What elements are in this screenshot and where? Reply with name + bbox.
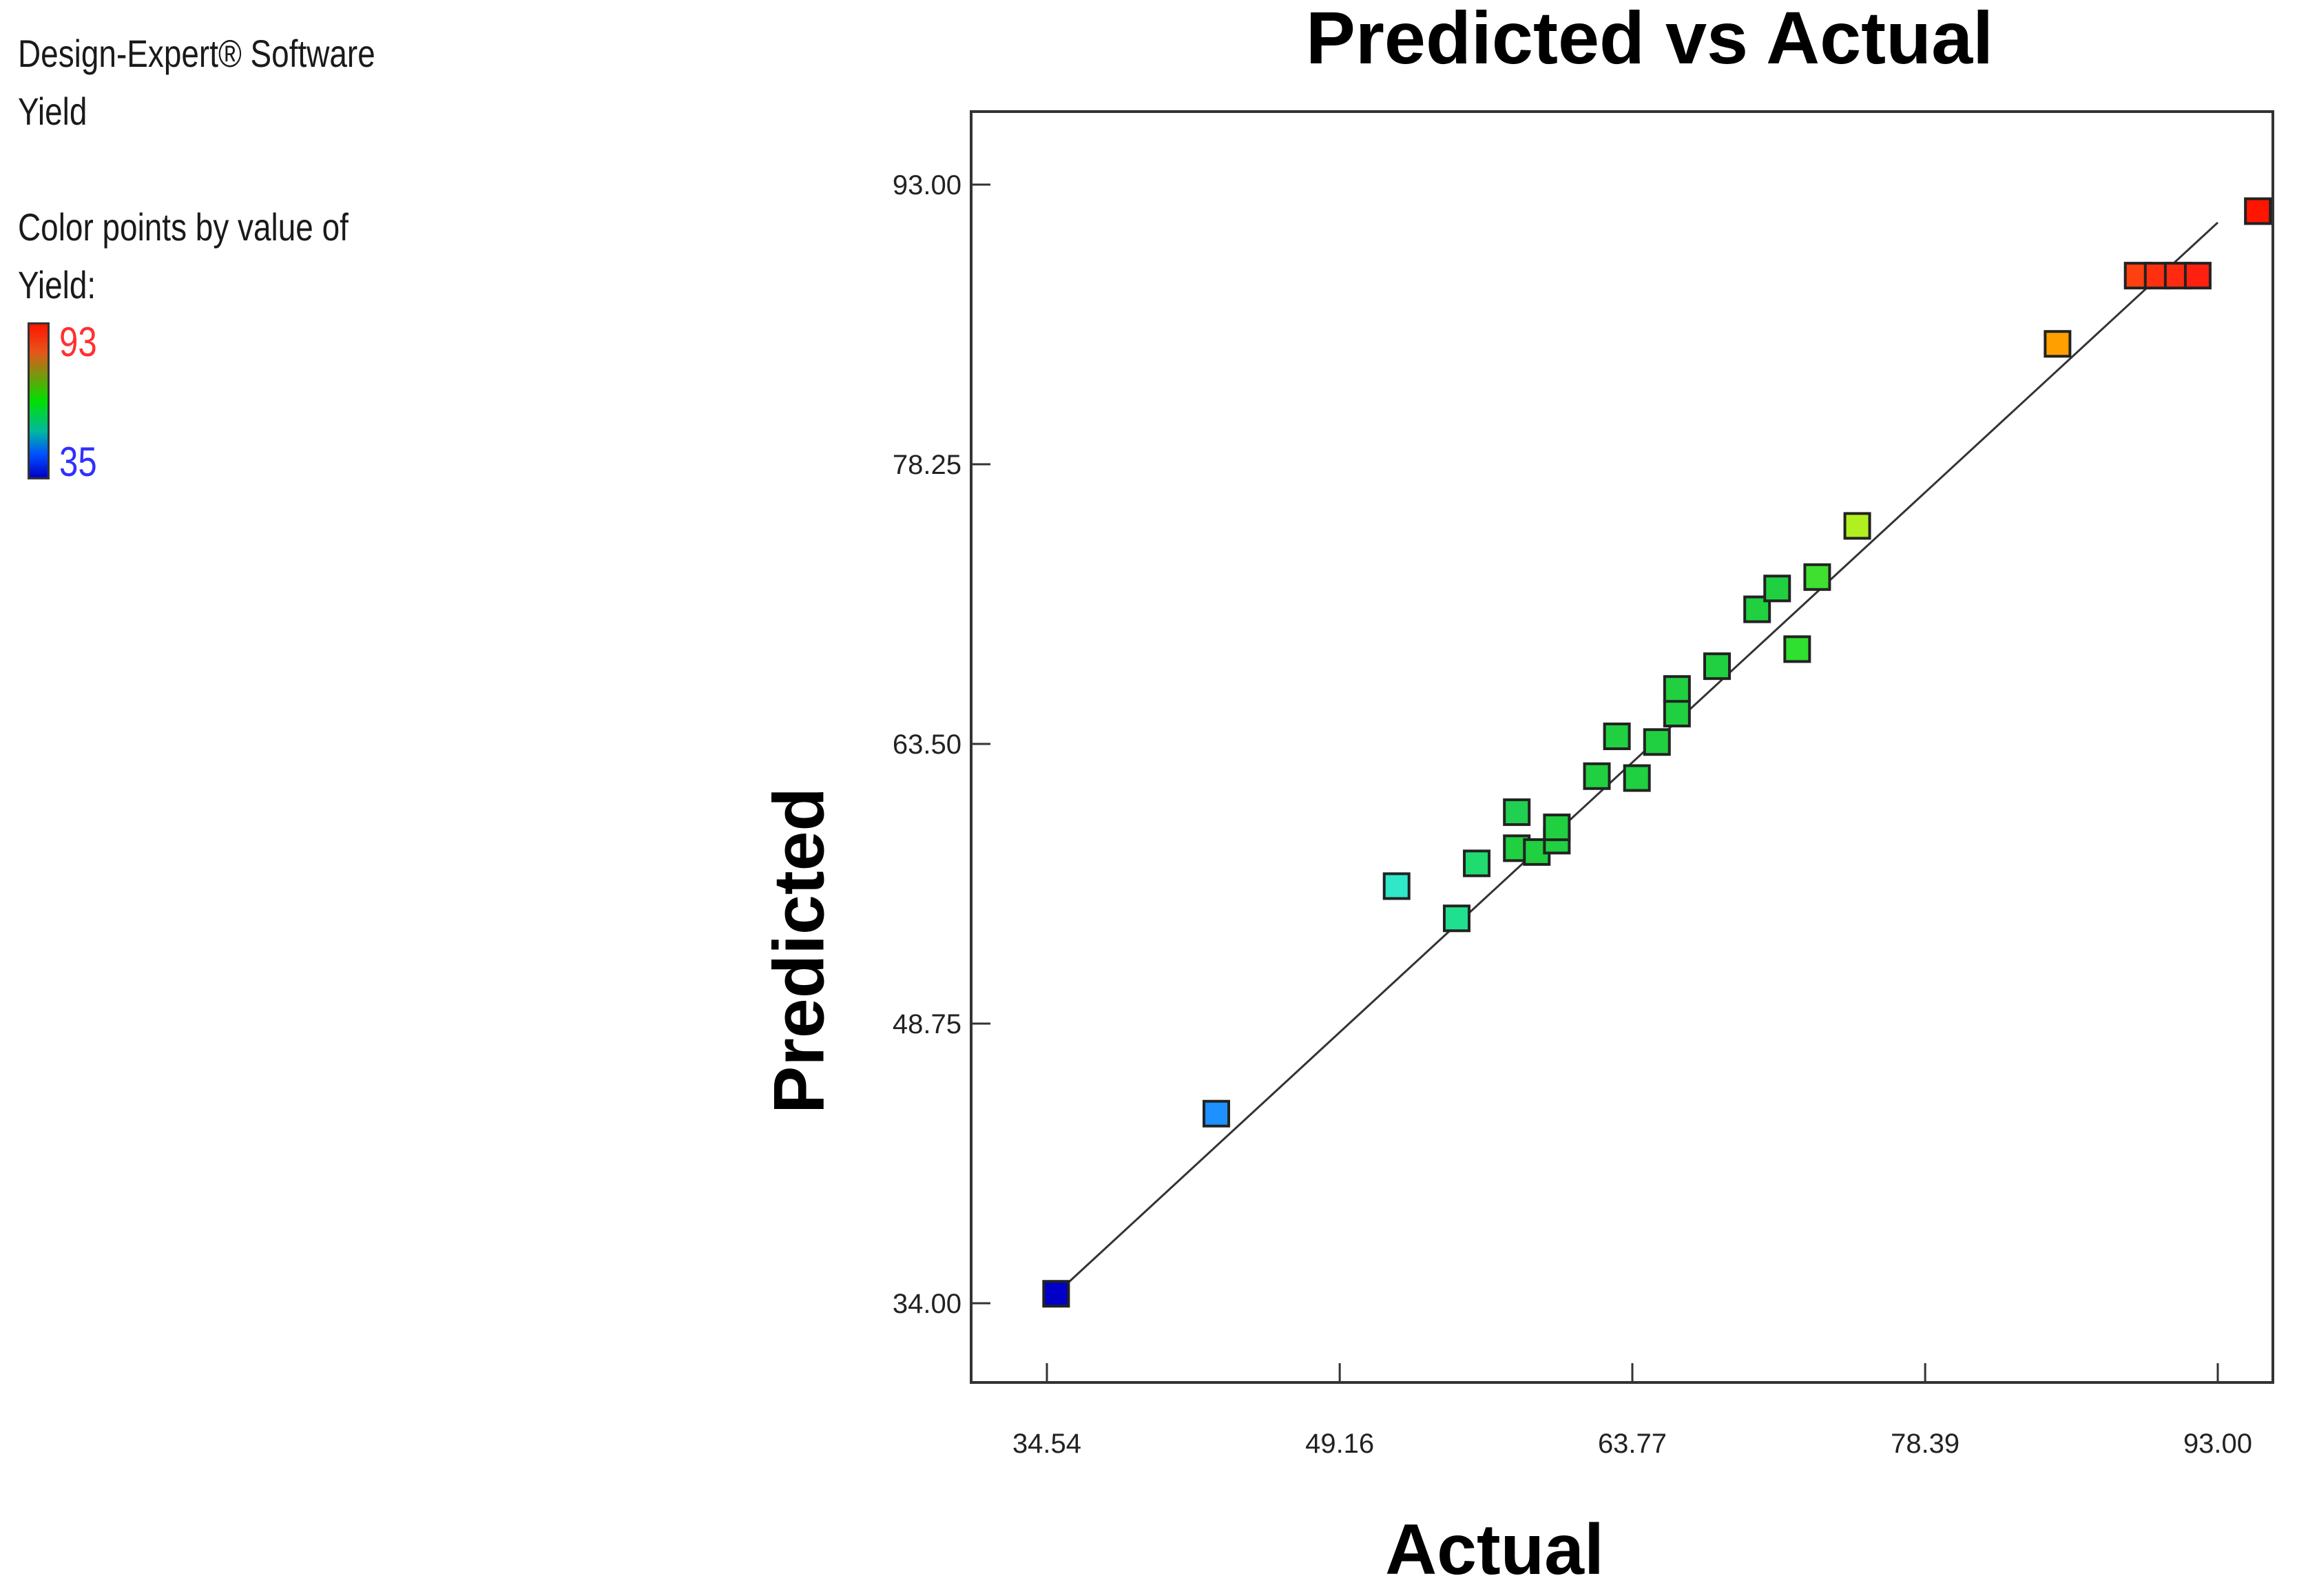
data-point (1843, 512, 1871, 540)
data-point (1463, 849, 1491, 878)
y-tick-label: 34.00 (893, 1289, 961, 1319)
chart-title: Predicted vs Actual (1306, 0, 1993, 79)
data-point (2183, 262, 2212, 290)
color-by-variable: Yield: (18, 263, 96, 307)
data-point (1763, 574, 1791, 603)
colorbar-min-label: 35 (59, 439, 97, 485)
y-tick-label: 63.50 (893, 729, 961, 760)
x-tick-label: 63.77 (1598, 1429, 1667, 1459)
x-tick-label: 93.00 (2183, 1429, 2252, 1459)
response-label: Yield (18, 90, 87, 133)
data-point (1623, 764, 1651, 792)
colorbar-max-label: 93 (59, 319, 97, 365)
data-point (1203, 1099, 1231, 1128)
plot-frame (970, 110, 2274, 1384)
data-point (1643, 728, 1671, 756)
data-point (1603, 722, 1631, 750)
data-point (1503, 798, 1531, 827)
x-tick-label: 78.39 (1891, 1429, 1959, 1459)
data-point (1543, 813, 1571, 842)
data-point (1583, 762, 1611, 790)
colorbar (28, 322, 50, 479)
software-label: Design-Expert® Software (18, 32, 375, 75)
reference-line (1055, 221, 2219, 1295)
data-point (1382, 872, 1411, 900)
data-point (1663, 675, 1691, 703)
data-points (1042, 197, 2272, 1308)
data-point (1042, 1280, 1070, 1308)
y-tick-label: 78.25 (893, 450, 961, 480)
legend-info: Design-Expert® Software Yield Color poin… (18, 25, 375, 314)
data-point (2044, 330, 2072, 358)
x-tick-label: 49.16 (1305, 1429, 1374, 1459)
data-point (1703, 652, 1732, 681)
data-point (1743, 595, 1771, 623)
color-by-label: Color points by value of (18, 205, 349, 249)
data-point (2244, 197, 2272, 225)
data-point (1442, 904, 1470, 933)
y-axis: 34.00 48.75 63.50 78.25 93.00 (893, 170, 990, 1319)
y-tick-label: 93.00 (893, 170, 961, 200)
data-point (1663, 699, 1691, 727)
x-axis-label: Actual (1385, 1510, 1604, 1590)
x-axis: 34.54 49.16 63.77 78.39 93.00 (1012, 1363, 2252, 1459)
y-tick-label: 48.75 (893, 1009, 961, 1039)
data-point (1783, 635, 1811, 663)
x-tick-label: 34.54 (1012, 1429, 1081, 1459)
y-axis-label: Predicted (759, 787, 839, 1114)
data-point (1803, 563, 1831, 591)
